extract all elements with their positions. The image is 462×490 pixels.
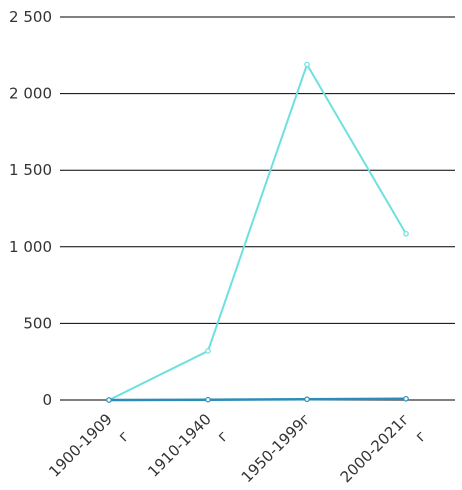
data-point — [403, 395, 409, 402]
series-line — [108, 397, 407, 402]
data-point — [403, 230, 409, 237]
data-point — [304, 61, 310, 68]
x-tick-label: 2000-2021гг — [337, 410, 430, 490]
y-axis-ticks: 0 500 1 000 1 500 2 000 2 500 — [9, 8, 52, 409]
y-tick-label: 1 000 — [9, 238, 52, 256]
y-tick-label: 2 000 — [9, 85, 52, 103]
x-axis-ticks: 1900-1909г 1910-1940г 1950-1999г 2000-2021г… — [45, 410, 430, 490]
data-point — [205, 348, 211, 354]
y-tick-label: 2 500 — [9, 8, 52, 26]
y-tick-label: 500 — [23, 314, 52, 332]
y-tick-label: 0 — [42, 391, 52, 409]
series-group — [106, 61, 409, 403]
series-line — [108, 62, 407, 401]
data-point — [304, 396, 310, 403]
y-tick-label: 1 500 — [9, 161, 52, 179]
data-point — [106, 397, 112, 403]
data-point — [205, 396, 211, 403]
x-tick-label: 1900-1909г — [45, 410, 133, 490]
x-tick-label: 1950-1999г — [238, 410, 314, 486]
x-tick-label: 1910-1940г — [144, 410, 232, 490]
